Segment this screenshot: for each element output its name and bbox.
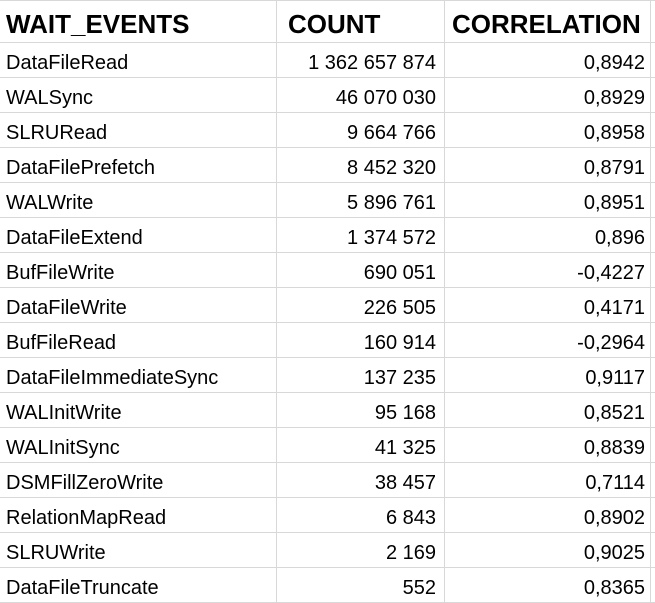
table-row: WALSync 46 070 030 0,8929	[0, 78, 655, 113]
table-right-gutter	[651, 43, 655, 77]
cell-count: 38 457	[277, 463, 445, 497]
table-right-gutter	[651, 323, 655, 357]
table-right-gutter	[651, 113, 655, 147]
cell-correlation: 0,9117	[445, 358, 651, 392]
cell-wait-event: DSMFillZeroWrite	[0, 463, 277, 497]
cell-correlation: 0,8942	[445, 43, 651, 77]
cell-wait-event: BufFileWrite	[0, 253, 277, 287]
cell-wait-event: WALInitWrite	[0, 393, 277, 427]
cell-wait-event: BufFileRead	[0, 323, 277, 357]
cell-correlation: 0,8839	[445, 428, 651, 462]
cell-correlation: 0,896	[445, 218, 651, 252]
table-right-gutter	[651, 218, 655, 252]
cell-count: 95 168	[277, 393, 445, 427]
table-right-gutter	[651, 498, 655, 532]
table-right-gutter	[651, 358, 655, 392]
cell-wait-event: DataFileTruncate	[0, 568, 277, 602]
cell-count: 160 914	[277, 323, 445, 357]
cell-count: 552	[277, 568, 445, 602]
column-header-count: COUNT	[277, 1, 445, 42]
cell-count: 6 843	[277, 498, 445, 532]
cell-count: 8 452 320	[277, 148, 445, 182]
table-right-gutter	[651, 463, 655, 497]
cell-wait-event: DataFileRead	[0, 43, 277, 77]
cell-count: 690 051	[277, 253, 445, 287]
table-right-gutter	[651, 288, 655, 322]
cell-correlation: -0,2964	[445, 323, 651, 357]
table-row: DataFileExtend 1 374 572 0,896	[0, 218, 655, 253]
cell-correlation: 0,8791	[445, 148, 651, 182]
table-row: WALInitWrite 95 168 0,8521	[0, 393, 655, 428]
table-right-gutter	[651, 568, 655, 602]
table-row: DataFileTruncate 552 0,8365	[0, 568, 655, 603]
cell-correlation: 0,8365	[445, 568, 651, 602]
table-row: WALInitSync 41 325 0,8839	[0, 428, 655, 463]
cell-count: 5 896 761	[277, 183, 445, 217]
table-header-row: WAIT_EVENTS COUNT CORRELATION	[0, 1, 655, 43]
cell-wait-event: DataFileWrite	[0, 288, 277, 322]
cell-wait-event: SLRUWrite	[0, 533, 277, 567]
table-row: SLRURead 9 664 766 0,8958	[0, 113, 655, 148]
cell-wait-event: WALInitSync	[0, 428, 277, 462]
table-row: BufFileRead 160 914 -0,2964	[0, 323, 655, 358]
cell-count: 46 070 030	[277, 78, 445, 112]
cell-count: 1 374 572	[277, 218, 445, 252]
table-right-gutter	[651, 253, 655, 287]
cell-count: 226 505	[277, 288, 445, 322]
cell-correlation: -0,4227	[445, 253, 651, 287]
table-right-gutter	[651, 1, 655, 42]
cell-wait-event: SLRURead	[0, 113, 277, 147]
cell-wait-event: DataFilePrefetch	[0, 148, 277, 182]
cell-wait-event: DataFileExtend	[0, 218, 277, 252]
cell-correlation: 0,4171	[445, 288, 651, 322]
table-row: SLRUWrite 2 169 0,9025	[0, 533, 655, 568]
cell-count: 1 362 657 874	[277, 43, 445, 77]
cell-count: 137 235	[277, 358, 445, 392]
cell-correlation: 0,8521	[445, 393, 651, 427]
cell-correlation: 0,7114	[445, 463, 651, 497]
table-right-gutter	[651, 393, 655, 427]
table-row: DataFilePrefetch 8 452 320 0,8791	[0, 148, 655, 183]
column-header-correlation: CORRELATION	[445, 1, 651, 42]
cell-count: 2 169	[277, 533, 445, 567]
cell-wait-event: WALWrite	[0, 183, 277, 217]
table-right-gutter	[651, 533, 655, 567]
table-row: DataFileRead 1 362 657 874 0,8942	[0, 43, 655, 78]
cell-correlation: 0,8958	[445, 113, 651, 147]
table-row: WALWrite 5 896 761 0,8951	[0, 183, 655, 218]
cell-wait-event: DataFileImmediateSync	[0, 358, 277, 392]
table-row: DSMFillZeroWrite 38 457 0,7114	[0, 463, 655, 498]
table-right-gutter	[651, 78, 655, 112]
table-row: BufFileWrite 690 051 -0,4227	[0, 253, 655, 288]
column-header-wait-events: WAIT_EVENTS	[0, 1, 277, 42]
cell-correlation: 0,8902	[445, 498, 651, 532]
table-row: DataFileWrite 226 505 0,4171	[0, 288, 655, 323]
table-row: RelationMapRead 6 843 0,8902	[0, 498, 655, 533]
cell-wait-event: WALSync	[0, 78, 277, 112]
cell-correlation: 0,8951	[445, 183, 651, 217]
cell-count: 41 325	[277, 428, 445, 462]
table-right-gutter	[651, 148, 655, 182]
table-right-gutter	[651, 183, 655, 217]
cell-correlation: 0,9025	[445, 533, 651, 567]
cell-correlation: 0,8929	[445, 78, 651, 112]
cell-wait-event: RelationMapRead	[0, 498, 277, 532]
table-row: DataFileImmediateSync 137 235 0,9117	[0, 358, 655, 393]
cell-count: 9 664 766	[277, 113, 445, 147]
table-right-gutter	[651, 428, 655, 462]
